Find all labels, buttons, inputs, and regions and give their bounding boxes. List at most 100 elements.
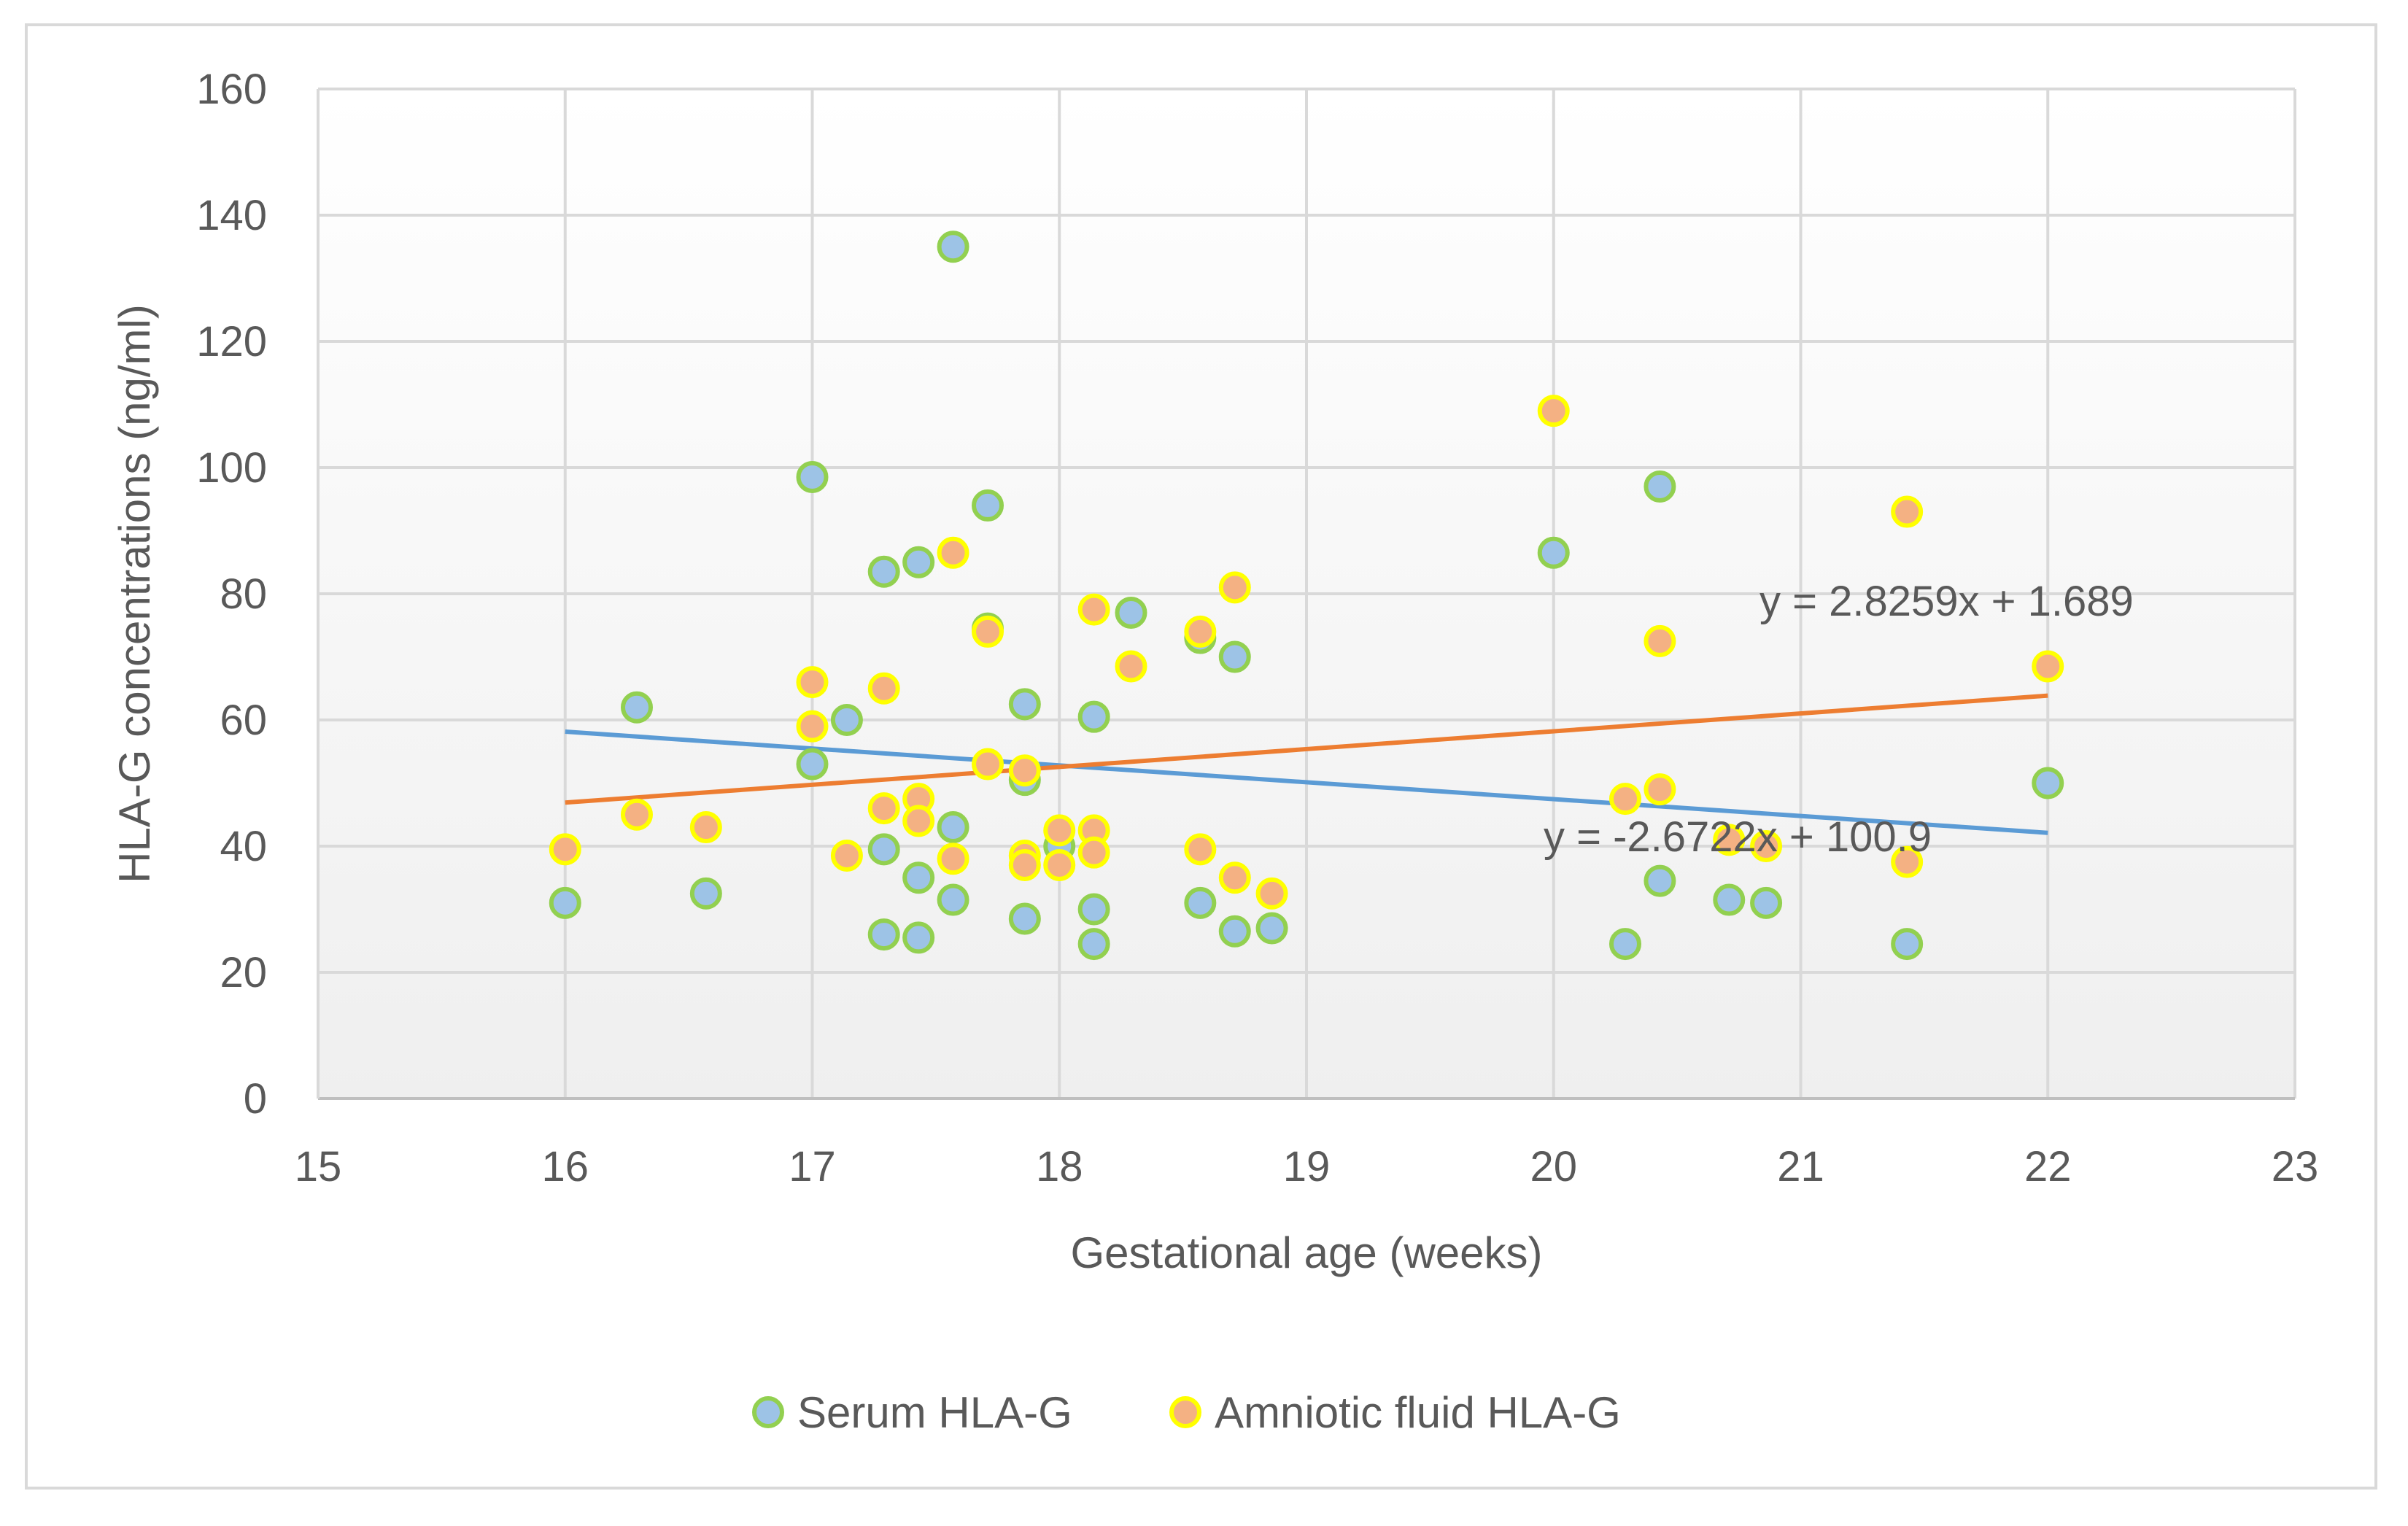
serum-point: [1255, 912, 1288, 945]
amniotic-point: [937, 843, 969, 875]
serum-point: [620, 691, 653, 724]
y-tick-label: 40: [220, 823, 267, 870]
serum-point: [1184, 886, 1217, 919]
amniotic-point: [1537, 395, 1570, 427]
x-tick-label: 23: [2272, 1143, 2319, 1190]
serum-point: [867, 833, 900, 866]
y-tick-label: 140: [196, 192, 267, 239]
amniotic-point: [1644, 773, 1676, 806]
y-tick-label: 80: [220, 570, 267, 618]
serum-point: [1115, 596, 1147, 629]
amniotic-point: [1218, 571, 1251, 604]
x-tick-label: 15: [295, 1143, 342, 1190]
serum-point: [1008, 688, 1041, 721]
serum-point: [1891, 928, 1924, 961]
x-tick-label: 17: [789, 1143, 836, 1190]
legend: Serum HLA-G Amniotic fluid HLA-G: [752, 1388, 1621, 1437]
x-tick-label: 20: [1530, 1143, 1577, 1190]
x-tick-label: 18: [1036, 1143, 1083, 1190]
x-tick-label: 21: [1777, 1143, 1824, 1190]
amniotic-point: [1891, 845, 1924, 878]
amniotic-point: [1077, 836, 1110, 869]
amniotic-point: [1115, 650, 1147, 683]
x-axis-title: Gestational age (weeks): [1071, 1228, 1543, 1277]
amniotic-point: [1644, 624, 1676, 657]
serum-point: [867, 918, 900, 951]
serum-point: [902, 546, 935, 578]
amniotic-point: [1891, 495, 1924, 528]
amniotic-point: [972, 748, 1004, 781]
amniotic-point: [830, 839, 863, 872]
x-tick-label: 22: [2024, 1143, 2072, 1190]
serum-point: [867, 555, 900, 588]
serum-point: [972, 489, 1004, 522]
amniotic-point: [620, 798, 653, 831]
amniotic-point: [796, 710, 829, 743]
y-tick-label: 0: [244, 1075, 267, 1123]
y-tick-label: 160: [196, 66, 267, 113]
serum-point: [2032, 767, 2064, 799]
x-tick-label: 16: [541, 1143, 589, 1190]
serum-point: [796, 460, 829, 493]
serum-point: [937, 811, 969, 844]
amniotic-point: [1184, 615, 1217, 648]
amniotic-point: [1008, 848, 1041, 881]
serum-point: [549, 886, 581, 919]
amniotic-point: [1077, 593, 1110, 626]
trendline-amniotic: [565, 693, 2048, 805]
points-layer: [549, 231, 2064, 961]
y-tick-label: 120: [196, 318, 267, 365]
serum-point: [902, 921, 935, 954]
amniotic-point: [1608, 783, 1641, 816]
serum-point: [1008, 902, 1041, 935]
serum-point: [1077, 893, 1110, 926]
amniotic-point: [1255, 877, 1288, 910]
serum-point: [1218, 915, 1251, 948]
serum-point: [830, 704, 863, 736]
legend-marker-amniotic: [1169, 1396, 1201, 1428]
serum-point: [1644, 864, 1676, 897]
axis-layer: [317, 89, 2295, 1100]
y-axis-title: HLA-G concentrations (ng/ml): [110, 304, 159, 883]
serum-point: [1077, 700, 1110, 733]
serum-point: [937, 883, 969, 916]
amniotic-point: [1218, 861, 1251, 894]
serum-point: [937, 231, 969, 263]
serum-point: [689, 877, 722, 910]
serum-point: [1077, 928, 1110, 961]
trendline-equation-serum: y = -2.6722x + 100.9: [1544, 813, 1932, 861]
amniotic-point: [689, 811, 722, 844]
amniotic-point: [2032, 650, 2064, 683]
amniotic-point: [1043, 848, 1076, 881]
amniotic-point: [1008, 754, 1041, 787]
serum-point: [1218, 640, 1251, 673]
x-tick-label: 19: [1283, 1143, 1331, 1190]
amniotic-point: [796, 666, 829, 699]
serum-point: [1608, 928, 1641, 961]
serum-point: [1644, 470, 1676, 503]
grid-layer: [317, 88, 2296, 1100]
legend-label-amniotic: Amniotic fluid HLA-G: [1215, 1388, 1621, 1437]
amniotic-point: [867, 672, 900, 705]
trendline-equation-amniotic: y = 2.8259x + 1.689: [1759, 578, 2134, 625]
serum-point: [1750, 886, 1783, 919]
y-tick-label: 20: [220, 949, 267, 996]
amniotic-point: [549, 833, 581, 866]
amniotic-point: [1713, 824, 1746, 856]
serum-point: [1713, 883, 1746, 916]
serum-point: [796, 748, 829, 781]
amniotic-point: [902, 805, 935, 837]
amniotic-point: [972, 615, 1004, 648]
amniotic-point: [937, 536, 969, 569]
legend-marker-serum: [752, 1396, 784, 1428]
amniotic-point: [1750, 830, 1783, 862]
labels-layer: 0 20 40 60 80 100 120 140 160 15 16 17 18 19 20 21 22 23 y…: [196, 66, 2318, 1190]
y-tick-label: 100: [196, 444, 267, 492]
amniotic-point: [1043, 814, 1076, 847]
amniotic-point: [867, 792, 900, 825]
serum-point: [902, 861, 935, 894]
serum-point: [1537, 536, 1570, 569]
amniotic-point: [1184, 833, 1217, 866]
legend-label-serum: Serum HLA-G: [797, 1388, 1072, 1437]
